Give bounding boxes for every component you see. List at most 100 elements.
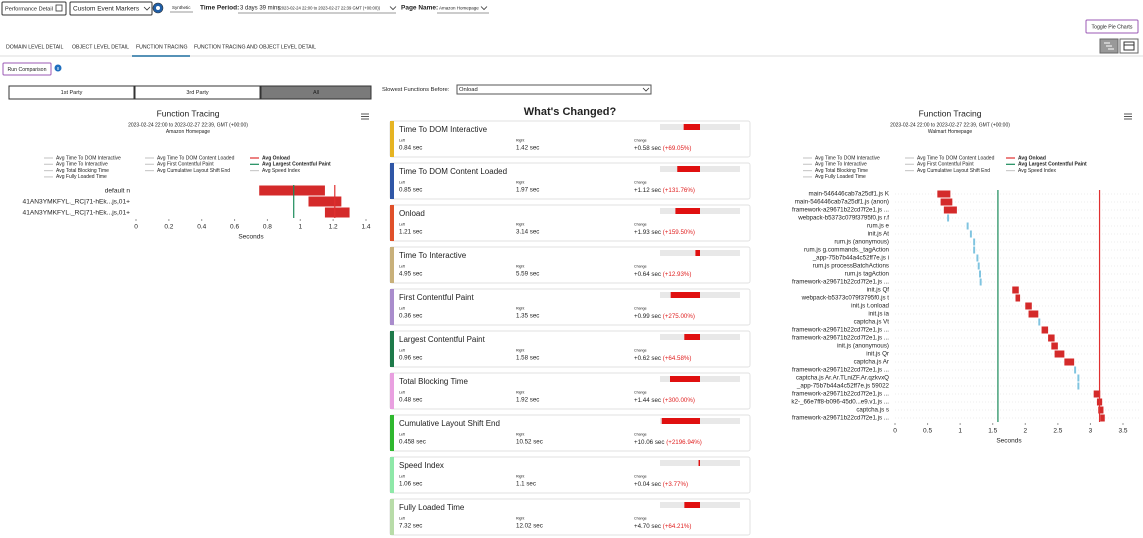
left-caption: Left [399, 138, 405, 142]
function-bar [1098, 406, 1104, 414]
change-caption: Change [634, 432, 647, 436]
left-caption: Left [399, 222, 405, 226]
view-icon[interactable] [1119, 38, 1139, 54]
metric-name: Largest Contentful Paint [399, 335, 486, 344]
tab[interactable]: OBJECT LEVEL DETAIL [72, 44, 129, 50]
x-axis-label: Seconds [238, 234, 264, 241]
function-bar [1025, 302, 1032, 310]
metric-name: Onload [399, 209, 425, 218]
change-bar [698, 460, 700, 466]
legend-label[interactable]: Avg Largest Contentful Paint [262, 162, 331, 168]
y-tick-label: default n [105, 187, 131, 194]
change-percent: (+300.00%) [663, 397, 695, 404]
function-bar [977, 262, 980, 270]
chart-title: Function Tracing [157, 108, 220, 118]
slowest-select[interactable] [456, 84, 652, 95]
legend-label[interactable]: Avg Time To DOM Interactive [815, 155, 880, 161]
whats-changed-title: What's Changed? [524, 106, 617, 118]
function-bar [1048, 334, 1055, 342]
legend-label[interactable]: Avg Time To DOM Interactive [56, 155, 121, 161]
change-amount: +0.62 sec [634, 355, 661, 362]
function-bar [1093, 390, 1101, 398]
legend-label[interactable]: Avg Time To DOM Content Loaded [157, 155, 235, 161]
left-value: 0.85 sec [399, 187, 422, 194]
x-tick-label: 1 [298, 224, 302, 231]
legend-label[interactable]: Avg Time To DOM Content Loaded [917, 155, 995, 161]
change-percent: (+275.00%) [663, 313, 695, 320]
party-option-label[interactable]: 1st Party [61, 90, 83, 96]
legend-label[interactable]: Avg Fully Loaded Time [815, 174, 866, 180]
caret [642, 87, 650, 92]
right-caption: Right [516, 138, 524, 142]
toggle-pie-button[interactable] [1085, 19, 1139, 34]
change-value: +0.64 sec (+12.93%) [634, 271, 691, 278]
y-tick-label: 41AN3YMKFYL._RC|71-hEk...js,01+ [23, 209, 131, 216]
change-caption: Change [634, 348, 647, 352]
y-tick-label: framework-a29671b22cd7f2e1.js ... [792, 279, 889, 286]
y-tick-label: main-546446cab7a25df1.js K [809, 191, 890, 198]
run-comparison-button[interactable] [2, 62, 52, 76]
left-value: 0.84 sec [399, 145, 422, 152]
legend-label[interactable]: Avg Cumulative Layout Shift End [917, 168, 990, 174]
right-value: 1.92 sec [516, 397, 539, 404]
tab[interactable]: FUNCTION TRACING [136, 44, 188, 50]
function-bar [1064, 358, 1075, 366]
x-tick-label: 0.5 [923, 428, 932, 435]
x-tick-label: 1.2 [329, 224, 338, 231]
legend-label[interactable]: Avg Speed Index [1018, 168, 1056, 174]
change-caption: Change [634, 180, 647, 184]
change-percent: (+12.93%) [663, 271, 692, 278]
legend-label[interactable]: Avg Onload [1018, 155, 1046, 161]
left-caption: Left [399, 306, 405, 310]
chart-menu[interactable] [1124, 113, 1132, 120]
tab[interactable]: FUNCTION TRACING AND OBJECT LEVEL DETAIL [194, 44, 316, 50]
metric-stripe [390, 373, 394, 409]
x-tick-label: 1 [958, 428, 962, 435]
change-bar [684, 502, 700, 508]
metric-stripe [390, 205, 394, 241]
party-option-label[interactable]: All [313, 90, 319, 96]
right-value: 1.1 sec [516, 481, 536, 488]
legend-label[interactable]: Avg Speed Index [262, 168, 300, 174]
chart-subtitle: 2023-02-24 22:00 to 2023-02-27 22:39, GM… [128, 122, 248, 128]
left-value: 0.96 sec [399, 355, 422, 362]
function-bar [1028, 310, 1039, 318]
legend-label[interactable]: Avg Fully Loaded Time [56, 174, 107, 180]
legend-label[interactable]: Avg Total Blocking Time [56, 168, 109, 174]
party-option[interactable] [8, 85, 135, 100]
x-tick-label: 2 [1023, 428, 1027, 435]
party-option[interactable] [260, 85, 372, 100]
y-tick-label: 41AN3YMKFYL._RC|71-hEk...js,01+ [23, 198, 131, 205]
legend-label[interactable]: Avg First Contentful Paint [917, 162, 974, 168]
change-bar [683, 124, 700, 130]
legend-label[interactable]: Avg First Contentful Paint [157, 162, 214, 168]
right-caption: Right [516, 264, 524, 268]
legend-label[interactable]: Avg Total Blocking Time [815, 168, 868, 174]
change-amount: +1.44 sec [634, 397, 661, 404]
legend-label[interactable]: Avg Onload [262, 155, 290, 161]
view-button[interactable] [1, 1, 67, 16]
function-bar [943, 206, 957, 214]
legend-label[interactable]: Avg Time To Interactive [815, 162, 867, 168]
y-tick-label: rum.js tagAction [845, 271, 890, 278]
legend-label[interactable]: Avg Cumulative Layout Shift End [157, 168, 230, 174]
tab[interactable]: DOMAIN LEVEL DETAIL [6, 44, 63, 50]
x-tick-label: 1.5 [988, 428, 997, 435]
change-value: +1.12 sec (+131.76%) [634, 187, 695, 194]
legend-label[interactable]: Avg Time To Interactive [56, 162, 108, 168]
metric-name: Speed Index [399, 461, 444, 470]
legend-label[interactable]: Avg Largest Contentful Paint [1018, 162, 1087, 168]
toggle-pie-label: Toggle Pie Charts [1092, 24, 1133, 30]
y-tick-label: init.js Qr [866, 351, 889, 358]
marker-toggle-dot [156, 6, 160, 10]
chart-page: Amazon Homepage [166, 129, 210, 135]
metric-stripe [390, 121, 394, 157]
right-value: 12.02 sec [516, 523, 543, 530]
chart-menu[interactable] [361, 113, 369, 120]
party-option-label[interactable]: 3rd Party [186, 90, 209, 96]
function-bar [1051, 342, 1058, 350]
left-caption: Left [399, 264, 405, 268]
left-caption: Left [399, 516, 405, 520]
party-option[interactable] [134, 85, 261, 100]
event-select[interactable] [69, 1, 153, 16]
